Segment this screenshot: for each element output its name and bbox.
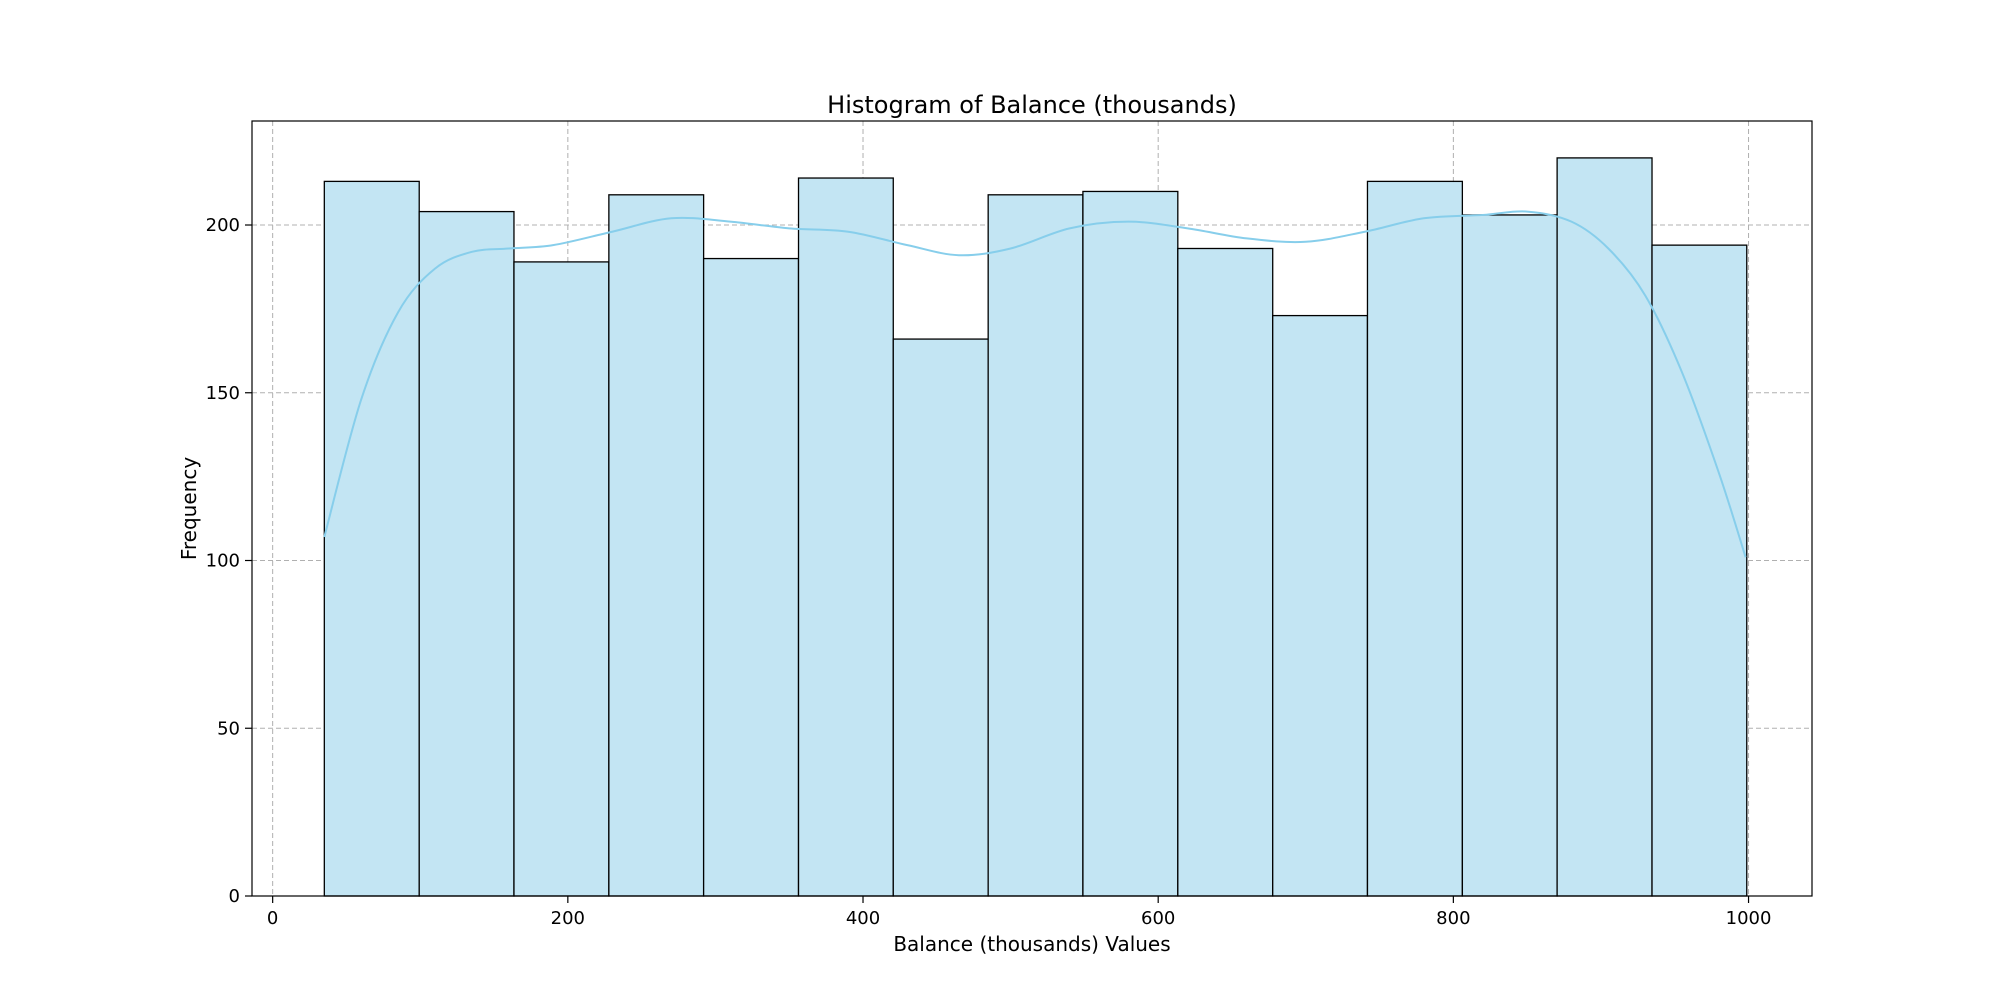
histogram-bar: [1272, 314, 1369, 897]
histogram-bar: [892, 338, 989, 897]
y-tick-label: 150: [206, 383, 240, 404]
histogram-bar: [1177, 247, 1274, 897]
y-tick-label: 50: [217, 718, 240, 739]
histogram-bar: [418, 210, 515, 897]
y-tick-label: 0: [229, 886, 240, 907]
y-axis-label: Frequency: [177, 457, 201, 560]
histogram-bar: [323, 180, 420, 897]
histogram-bar: [608, 194, 705, 897]
histogram-bar: [1651, 244, 1748, 897]
histogram-bar: [797, 177, 894, 897]
y-tick-label: 100: [206, 551, 240, 572]
kde-line: [323, 210, 1747, 558]
histogram-bar: [702, 257, 800, 897]
x-axis-label: Balance (thousands) Values: [893, 932, 1170, 956]
histogram-bar: [1366, 180, 1464, 897]
y-tick-label: 200: [206, 215, 240, 236]
x-tick-label: 800: [1436, 908, 1470, 929]
histogram-bar: [513, 261, 610, 897]
ticks-layer: 0 200 400 600 800 1000 0 50 100 150 200: [206, 215, 1772, 929]
histogram-bar: [1461, 214, 1558, 897]
chart-title: Histogram of Balance (thousands): [827, 91, 1237, 119]
bars-layer: [323, 157, 1748, 897]
histogram-bar: [987, 194, 1084, 897]
x-tick-label: 1000: [1726, 908, 1772, 929]
histogram-bar: [1082, 190, 1179, 897]
histogram-bar: [1556, 157, 1653, 897]
x-tick-label: 0: [267, 908, 278, 929]
kde-layer: [323, 210, 1747, 558]
x-tick-label: 600: [1141, 908, 1175, 929]
plot-frame: [251, 120, 1813, 897]
x-tick-label: 400: [846, 908, 880, 929]
x-tick-label: 200: [551, 908, 585, 929]
